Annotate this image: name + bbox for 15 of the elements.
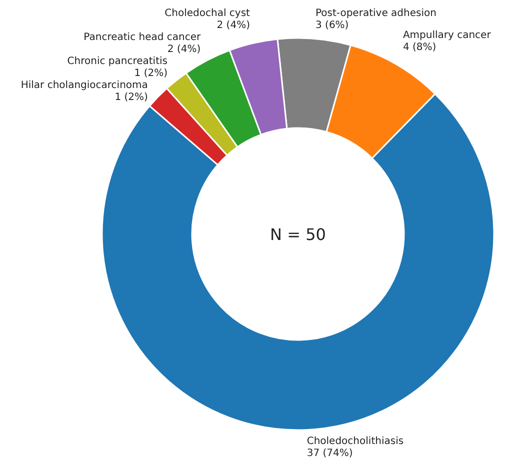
data-label: 2 (4%) xyxy=(167,44,201,55)
slice-label: Choledocholithiasis xyxy=(306,436,404,447)
slice-label: Pancreatic head cancer xyxy=(84,32,202,43)
data-label: 3 (6%) xyxy=(316,20,349,31)
slice-label: Hilar cholangiocarcinoma xyxy=(20,80,148,91)
data-label: 1 (2%) xyxy=(134,68,168,79)
data-label: 37 (74%) xyxy=(306,448,353,459)
data-label: 1 (2%) xyxy=(114,92,148,103)
slice-label: Chronic pancreatitis xyxy=(67,56,168,67)
text: N = 50 xyxy=(270,225,326,244)
slice-label: Choledochal cyst xyxy=(164,8,250,19)
data-label: 4 (8%) xyxy=(402,42,436,54)
data-label: 2 (4%) xyxy=(216,20,250,31)
slice-label: Post-operative adhesion xyxy=(316,8,436,19)
slice-label: Ampullary cancer xyxy=(402,30,492,42)
